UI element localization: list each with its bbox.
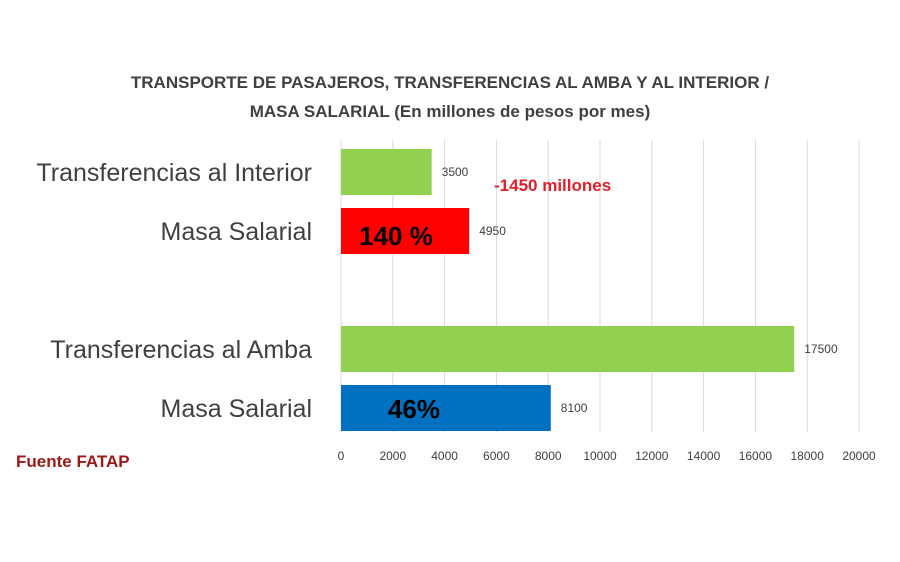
category-label-1: Transferencias al Interior bbox=[36, 159, 312, 187]
annotation-2: 46% bbox=[388, 394, 440, 424]
x-tick-label-6000: 6000 bbox=[483, 449, 510, 463]
bar-2 bbox=[341, 208, 470, 254]
data-label-2: 4950 bbox=[479, 224, 506, 238]
bar-4 bbox=[341, 385, 551, 431]
data-label-3: 17500 bbox=[804, 342, 838, 356]
annotations: 140 % 46% -1450 millones bbox=[359, 176, 611, 424]
data-labels: 3500 4950 17500 8100 bbox=[442, 165, 838, 415]
bar-1 bbox=[341, 149, 432, 195]
x-tick-label-20000: 20000 bbox=[842, 449, 876, 463]
category-label-3: Transferencias al Amba bbox=[50, 336, 312, 364]
x-axis-ticks: 0 2000 4000 6000 8000 10000 12000 14000 16000 180… bbox=[338, 449, 876, 463]
annotation-1: 140 % bbox=[359, 221, 433, 251]
x-tick-label-0: 0 bbox=[338, 449, 345, 463]
source-label: Fuente FATAP bbox=[16, 452, 130, 471]
data-label-1: 3500 bbox=[442, 165, 469, 179]
x-tick-label-12000: 12000 bbox=[635, 449, 669, 463]
chart-title: TRANSPORTE DE PASAJEROS, TRANSFERENCIAS … bbox=[131, 73, 769, 121]
chart-title-line-2: MASA SALARIAL (En millones de pesos por … bbox=[250, 102, 651, 121]
bars bbox=[341, 149, 795, 431]
category-label-2: Masa Salarial bbox=[161, 218, 312, 246]
x-tick-label-8000: 8000 bbox=[535, 449, 562, 463]
annotation-3: -1450 millones bbox=[494, 176, 611, 195]
data-label-4: 8100 bbox=[561, 401, 588, 415]
category-label-4: Masa Salarial bbox=[161, 395, 312, 423]
x-tick-label-14000: 14000 bbox=[687, 449, 721, 463]
x-tick-label-18000: 18000 bbox=[791, 449, 825, 463]
x-tick-label-10000: 10000 bbox=[583, 449, 617, 463]
x-tick-label-4000: 4000 bbox=[431, 449, 458, 463]
x-tick-label-2000: 2000 bbox=[379, 449, 406, 463]
category-labels: Transferencias al Interior Masa Salarial T… bbox=[36, 159, 312, 423]
x-tick-label-16000: 16000 bbox=[739, 449, 773, 463]
chart-title-line-1: TRANSPORTE DE PASAJEROS, TRANSFERENCIAS … bbox=[131, 73, 769, 92]
bar-3 bbox=[341, 326, 795, 372]
